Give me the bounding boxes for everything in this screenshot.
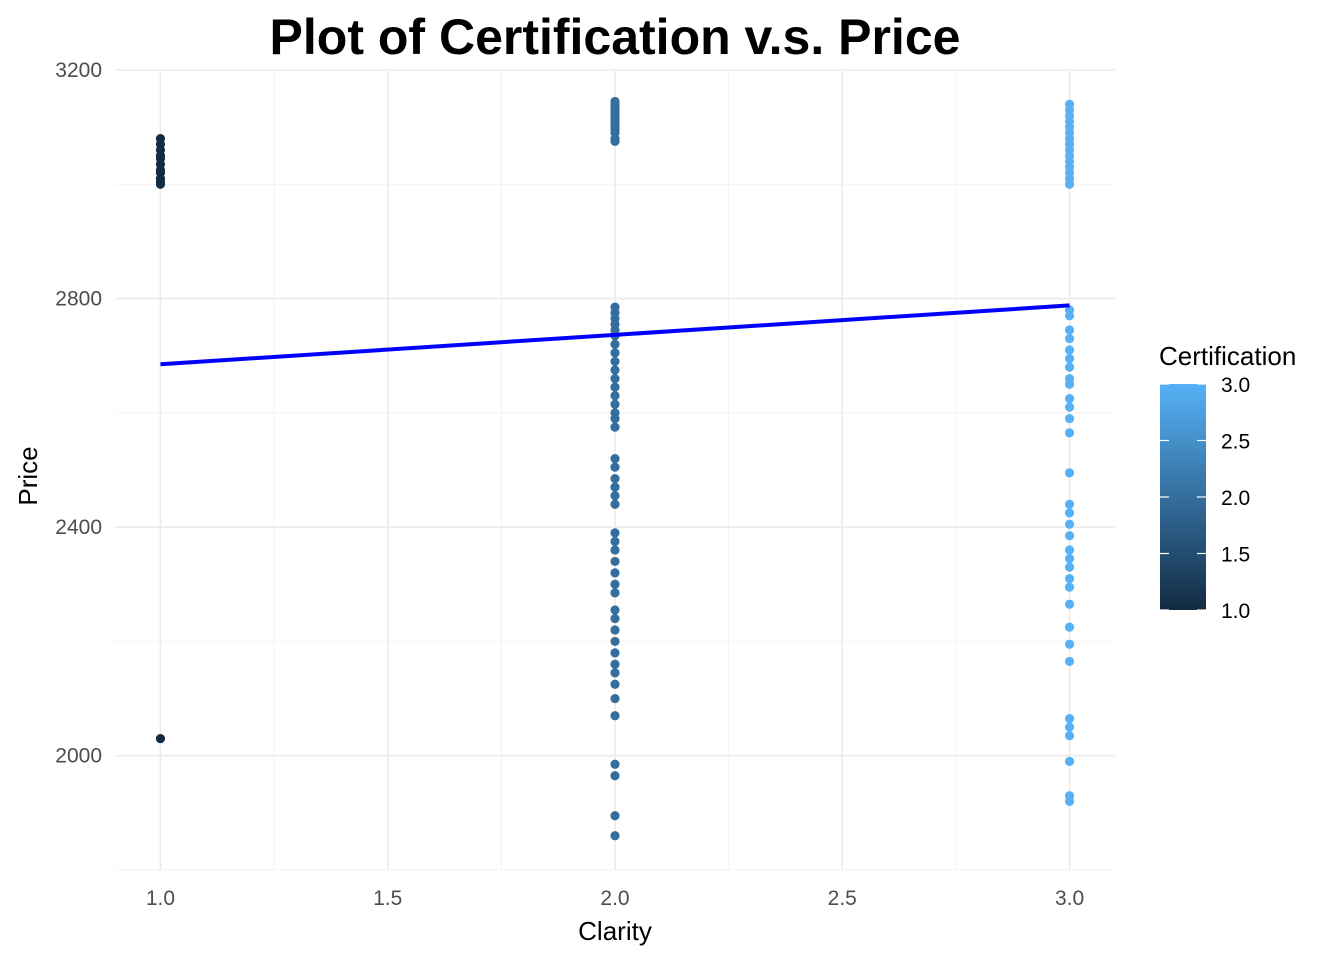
data-point <box>1064 553 1075 564</box>
data-point <box>610 373 620 384</box>
data-point <box>1064 756 1075 767</box>
data-point <box>610 711 620 721</box>
data-point <box>610 759 620 769</box>
data-point <box>1064 428 1075 438</box>
y-tick-label: 3200 <box>55 59 102 82</box>
data-point <box>1064 413 1075 424</box>
data-point <box>1064 393 1075 404</box>
data-point <box>1064 345 1075 355</box>
x-tick-label: 1.5 <box>373 887 402 910</box>
data-point <box>610 545 620 555</box>
data-point <box>155 179 166 189</box>
data-point <box>1064 796 1075 807</box>
data-point <box>610 613 620 624</box>
data-point <box>1064 179 1075 189</box>
data-point <box>1064 731 1075 741</box>
data-point <box>610 588 620 598</box>
data-point <box>610 771 620 781</box>
data-point <box>610 453 620 464</box>
data-point <box>1064 402 1075 412</box>
data-point <box>1064 333 1075 344</box>
data-point <box>1064 499 1075 509</box>
data-point <box>1064 468 1075 478</box>
data-point <box>610 625 620 635</box>
data-point <box>1064 379 1075 389</box>
x-tick-label: 2.0 <box>600 887 629 910</box>
data-point <box>610 473 620 484</box>
data-point <box>610 568 620 578</box>
data-point <box>610 679 620 689</box>
y-tick-label: 2400 <box>55 516 102 539</box>
x-tick-label: 1.0 <box>146 887 175 910</box>
data-point <box>610 528 620 538</box>
data-point <box>1064 325 1075 335</box>
data-point <box>610 339 620 349</box>
legend-tick-label: 2.0 <box>1221 487 1250 510</box>
y-axis-ticks: 2000 2400 2800 3200 <box>55 59 102 768</box>
legend-tick-label: 1.0 <box>1221 600 1250 623</box>
x-tick-label: 3.0 <box>1055 887 1084 910</box>
data-point <box>610 413 620 424</box>
x-tick-label: 2.5 <box>828 887 857 910</box>
data-point <box>610 348 620 358</box>
legend-tick-label: 3.0 <box>1221 374 1250 397</box>
data-point <box>1064 362 1075 372</box>
data-point <box>610 693 620 704</box>
data-point <box>1064 311 1075 321</box>
y-tick-label: 2000 <box>55 745 102 768</box>
data-point <box>610 811 620 821</box>
data-points <box>155 96 1075 841</box>
data-point <box>610 536 620 547</box>
data-point <box>610 382 620 392</box>
data-point <box>610 422 620 432</box>
trend-line-group <box>160 303 1070 367</box>
data-point <box>1064 722 1075 732</box>
data-point <box>610 659 620 669</box>
data-point <box>610 356 620 367</box>
data-point <box>610 499 620 509</box>
data-point <box>1064 531 1075 541</box>
data-point <box>610 462 620 472</box>
data-point <box>1064 353 1075 364</box>
data-point <box>1064 519 1075 529</box>
data-point <box>610 399 620 409</box>
legend-title: Certification <box>1159 341 1296 371</box>
data-point <box>610 391 620 401</box>
data-point <box>1064 713 1075 724</box>
data-point <box>610 579 620 589</box>
data-point <box>610 831 620 841</box>
data-point <box>610 605 620 615</box>
data-point <box>610 636 620 647</box>
data-point <box>610 136 620 147</box>
data-point <box>1064 562 1075 572</box>
data-point <box>155 733 166 744</box>
data-point <box>1064 599 1075 609</box>
data-point <box>610 556 620 567</box>
data-point <box>1064 545 1075 555</box>
data-point <box>1064 622 1075 632</box>
data-point <box>610 668 620 678</box>
legend-tick-label: 2.5 <box>1221 431 1250 454</box>
y-axis-title: Price <box>13 446 43 505</box>
color-legend: Certification 1.0 1.5 2.0 2.5 3.0 <box>1159 341 1296 623</box>
data-point <box>1064 656 1075 667</box>
chart-title: Plot of Certification v.s. Price <box>270 9 961 65</box>
legend-ticks: 1.0 1.5 2.0 2.5 3.0 <box>1160 374 1250 623</box>
data-point <box>1064 639 1075 649</box>
trend-line <box>160 303 1070 367</box>
x-axis-title: Clarity <box>578 916 652 946</box>
data-point <box>610 365 620 375</box>
data-point <box>610 482 620 492</box>
data-point <box>1064 508 1075 518</box>
data-point <box>610 491 620 501</box>
data-point <box>610 648 620 658</box>
data-point <box>1064 582 1075 592</box>
legend-tick-label: 1.5 <box>1221 544 1250 567</box>
data-point <box>1064 573 1075 584</box>
x-axis-ticks: 1.0 1.5 2.0 2.5 3.0 <box>146 887 1084 910</box>
y-tick-label: 2800 <box>55 288 102 311</box>
